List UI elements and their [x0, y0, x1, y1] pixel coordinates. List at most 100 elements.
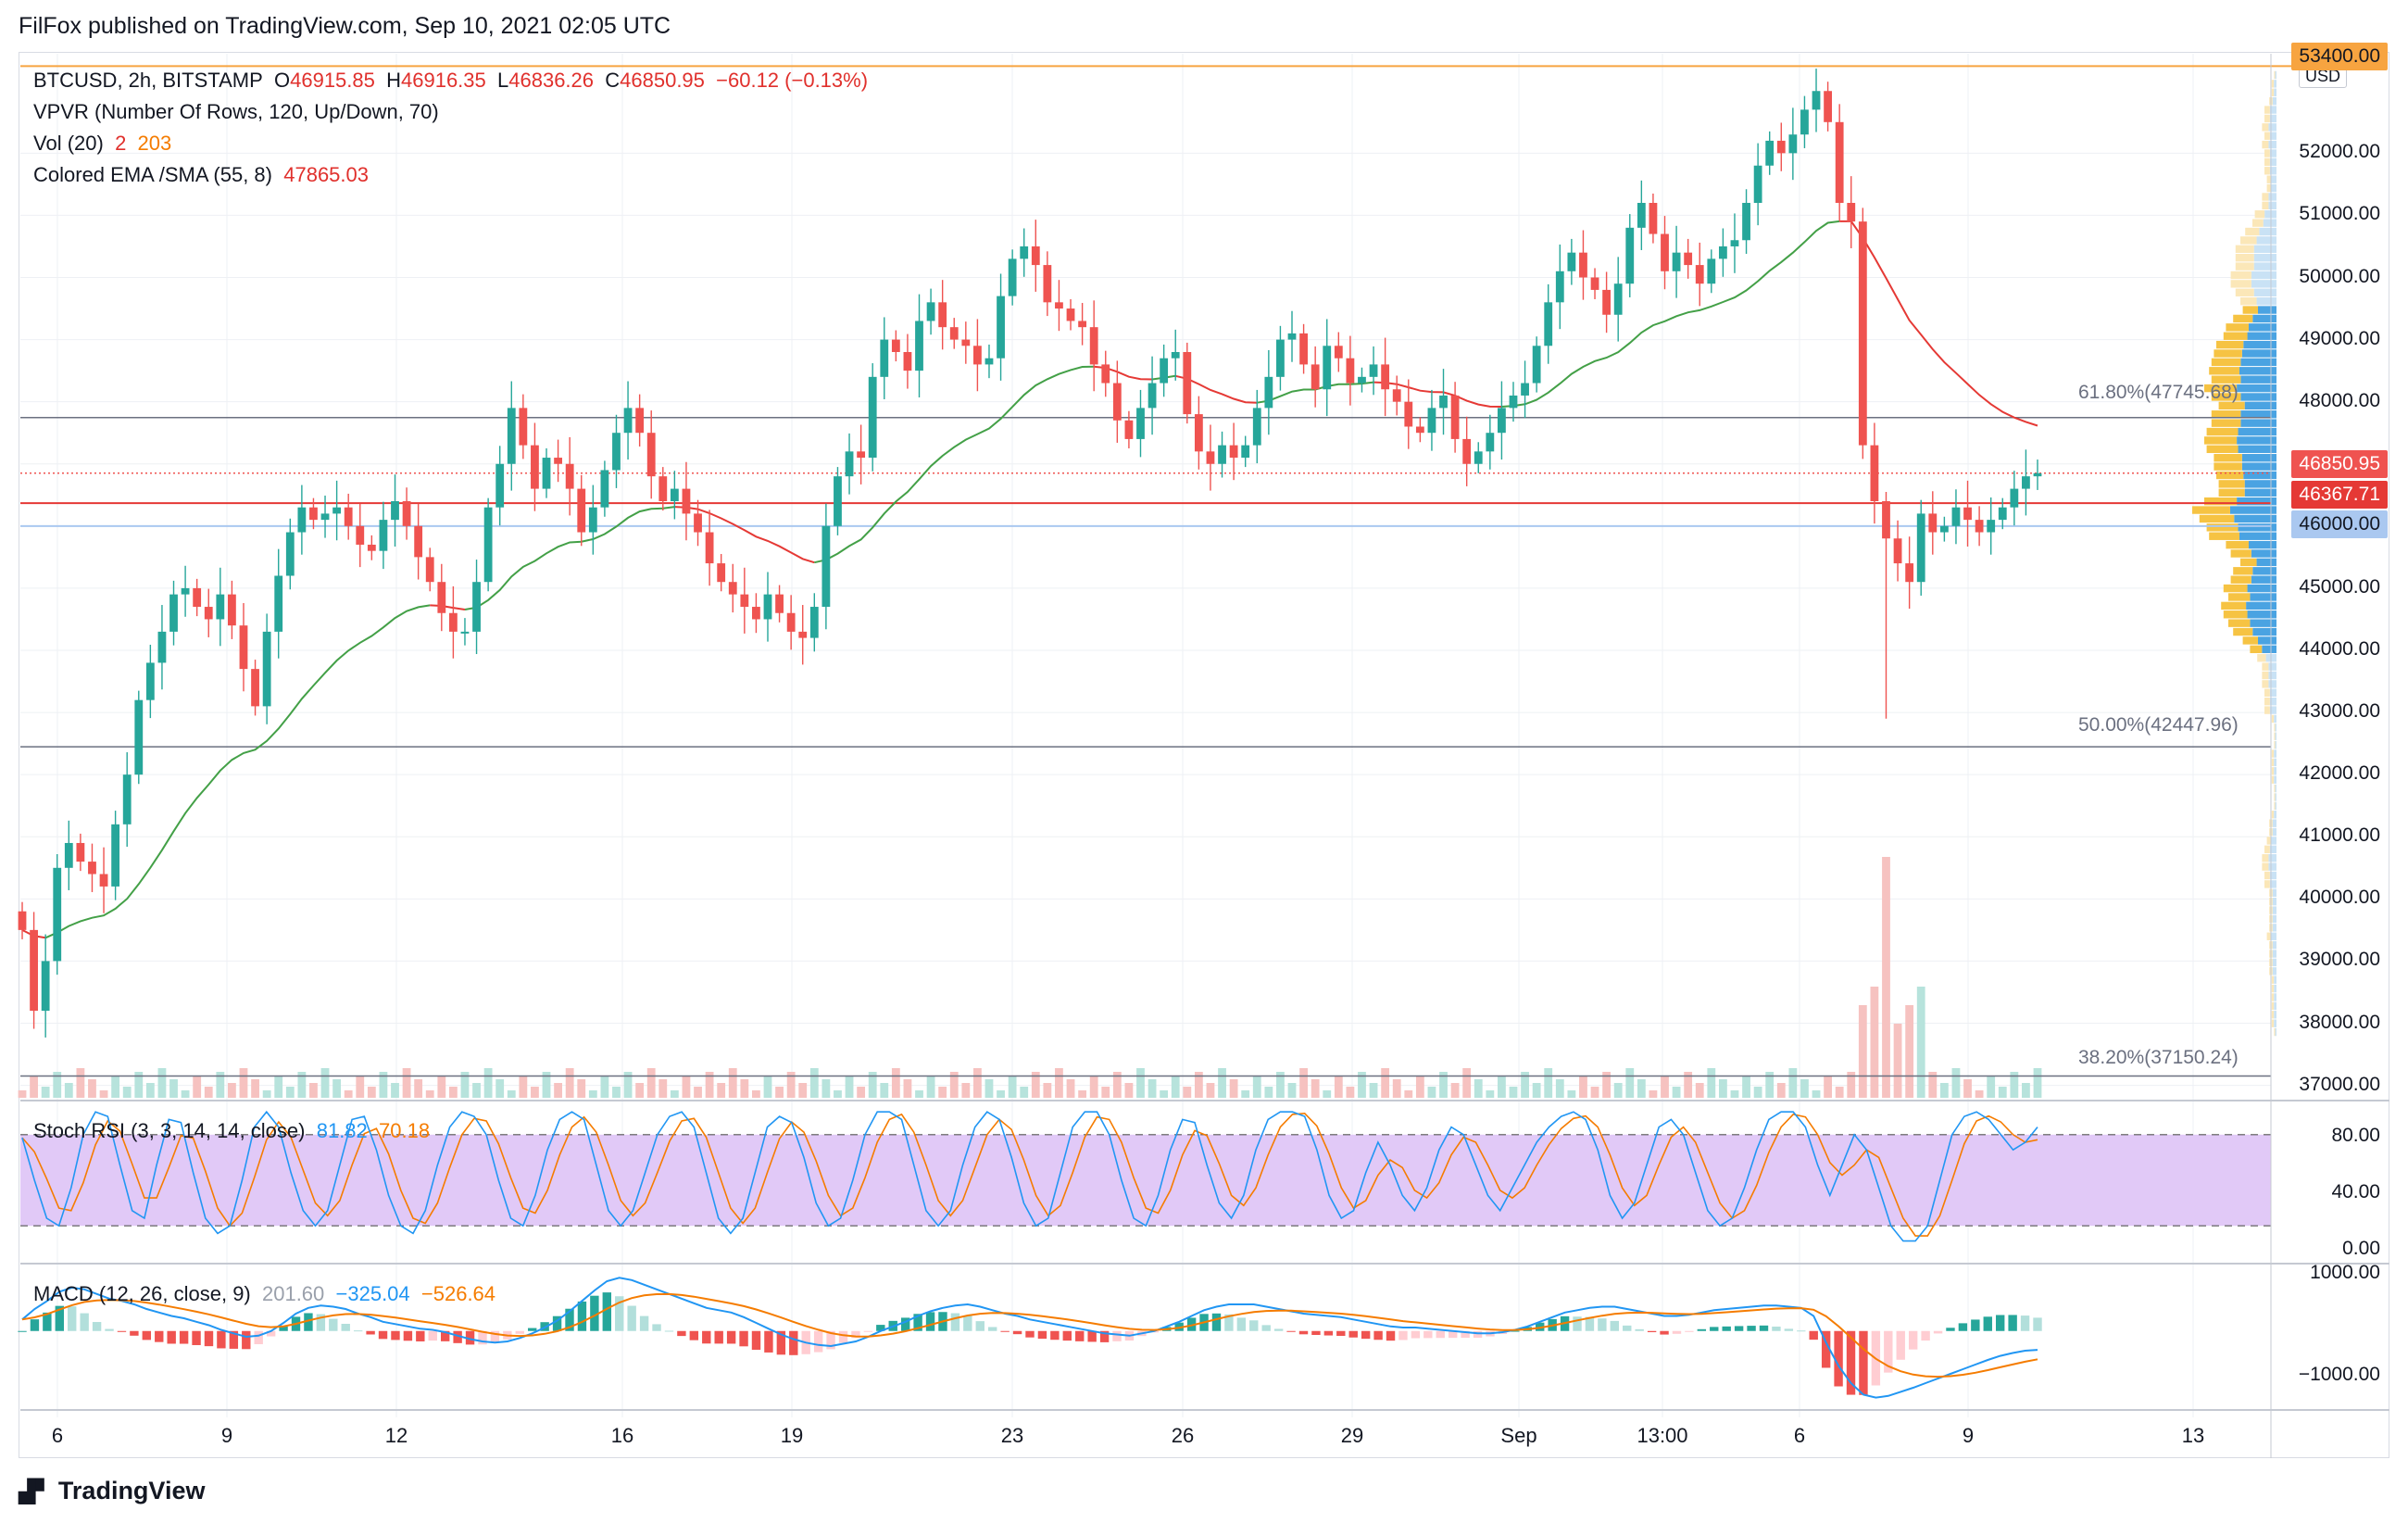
candle-body: [472, 582, 481, 632]
macd-hist-bar: [117, 1330, 127, 1332]
vp-row-up: [2269, 114, 2276, 123]
support-level-tag: 46000.00: [2291, 510, 2388, 538]
volume-bar: [1776, 1083, 1786, 1098]
price-tick: 48000.00: [2299, 389, 2380, 411]
fib-label-618: 61.80%(47745.68): [2078, 382, 2239, 403]
candle-body: [30, 929, 38, 1012]
legend-vol[interactable]: Vol (20) 2 203: [33, 128, 171, 158]
volume-bar: [1241, 1090, 1250, 1098]
candle-body: [1928, 513, 1938, 533]
macd-hist-bar: [1436, 1330, 1445, 1339]
vp-row-down: [2264, 114, 2270, 123]
legend-stoch-d: 70.18: [379, 1119, 431, 1142]
vp-row-up: [2257, 306, 2276, 314]
vp-row-up: [2274, 775, 2276, 784]
vp-row-up: [2240, 410, 2276, 419]
volume-bar: [1905, 1005, 1914, 1098]
vp-row-up: [2272, 827, 2276, 837]
macd-hist-bar: [615, 1296, 624, 1331]
candle-body: [1171, 352, 1180, 359]
macd-hist-bar: [1361, 1330, 1371, 1340]
macd-hist-bar: [1772, 1327, 1781, 1331]
macd-hist-bar: [1012, 1330, 1022, 1335]
volume-bar: [997, 1090, 1005, 1098]
candle-body: [1567, 252, 1576, 271]
macd-hist-bar: [80, 1313, 89, 1331]
vp-row-down: [2211, 410, 2241, 419]
volume-bar: [577, 1079, 586, 1098]
vp-row-up: [2229, 506, 2276, 514]
stoch-rsi-pane: [20, 1110, 2271, 1242]
macd-hist-bar: [192, 1330, 201, 1345]
volume-bar: [1521, 1072, 1529, 1098]
macd-hist-bar: [1946, 1328, 1955, 1331]
candle-body: [531, 445, 539, 489]
legend-vpvr[interactable]: VPVR (Number Of Rows, 120, Up/Down, 70): [33, 96, 439, 127]
candle-body: [1939, 525, 1949, 533]
legend-ema[interactable]: Colored EMA /SMA (55, 8) 47865.03: [33, 159, 369, 190]
candle-body: [1369, 364, 1378, 377]
vp-row-up: [2259, 227, 2276, 236]
volume-bar: [425, 1090, 434, 1098]
vp-row-down: [2204, 384, 2238, 393]
price-tick: 44000.00: [2299, 638, 2380, 660]
candle-body: [1474, 451, 1483, 464]
time-tick: 9: [1962, 1424, 1975, 1447]
macd-hist-bar: [1311, 1330, 1321, 1335]
macd-hist-bar: [739, 1330, 748, 1347]
macd-hist-bar: [838, 1330, 848, 1343]
volume-bar: [228, 1083, 236, 1098]
volume-bar: [1358, 1072, 1366, 1098]
macd-hist-bar: [552, 1315, 562, 1331]
fib-label-50: 50.00%(42447.96): [2078, 714, 2239, 736]
volume-bar: [1882, 857, 1890, 1098]
legend-macd[interactable]: MACD (12, 26, close, 9) 201.60 −325.04 −…: [33, 1278, 495, 1309]
candle-body: [972, 346, 982, 365]
rsi-tick-80: 80.00: [2331, 1125, 2380, 1146]
vp-row-down: [2235, 288, 2254, 296]
vp-row-down: [2235, 262, 2254, 271]
candle-body: [1148, 383, 1157, 409]
macd-hist-bar: [1398, 1330, 1408, 1340]
volume-bar: [694, 1087, 702, 1098]
price-tick: 38000.00: [2299, 1011, 2380, 1033]
legend-stoch[interactable]: Stoch RSI (3, 3, 14, 14, close) 81.82 70…: [33, 1115, 430, 1146]
candle-body: [1742, 203, 1750, 241]
macd-hist-bar: [1249, 1320, 1259, 1331]
candle-body: [1462, 438, 1472, 464]
vp-row-up: [2256, 236, 2276, 245]
vp-row-down: [2271, 984, 2275, 993]
vp-row-up: [2268, 662, 2276, 671]
candle-body: [1835, 121, 1844, 203]
macd-hist-bar: [1336, 1330, 1346, 1336]
candle-body: [1194, 414, 1203, 452]
volume-bar: [1824, 1076, 1832, 1098]
candle-body: [1112, 383, 1122, 421]
candle-body: [1613, 283, 1623, 315]
candle-body: [1299, 333, 1308, 365]
candle-body: [1905, 563, 1914, 583]
macd-hist-bar: [826, 1330, 835, 1350]
macd-hist-bar: [68, 1306, 77, 1331]
candle-body: [1521, 383, 1529, 396]
candle-body: [2022, 476, 2030, 489]
candle-body: [1089, 327, 1098, 365]
vp-row-up: [2271, 837, 2276, 845]
tradingview-logo[interactable]: ▟▘ TradingView: [19, 1477, 205, 1505]
macd-hist-bar: [391, 1330, 400, 1340]
candle-body: [239, 625, 248, 670]
volume-bar: [1346, 1087, 1355, 1098]
macd-hist-bar: [1236, 1317, 1247, 1331]
legend-h-label: H: [386, 69, 401, 92]
vp-row-down: [2262, 854, 2269, 862]
volume-bar: [519, 1076, 528, 1098]
tradingview-logo-text: TradingView: [57, 1477, 206, 1504]
candle-body: [635, 408, 645, 434]
vp-row-down: [2274, 1027, 2276, 1037]
volume-bar: [915, 1090, 923, 1098]
volume-bar: [1474, 1079, 1483, 1098]
candle-body: [809, 607, 819, 638]
candle-body: [1824, 91, 1832, 122]
vp-row-down: [2209, 367, 2239, 375]
